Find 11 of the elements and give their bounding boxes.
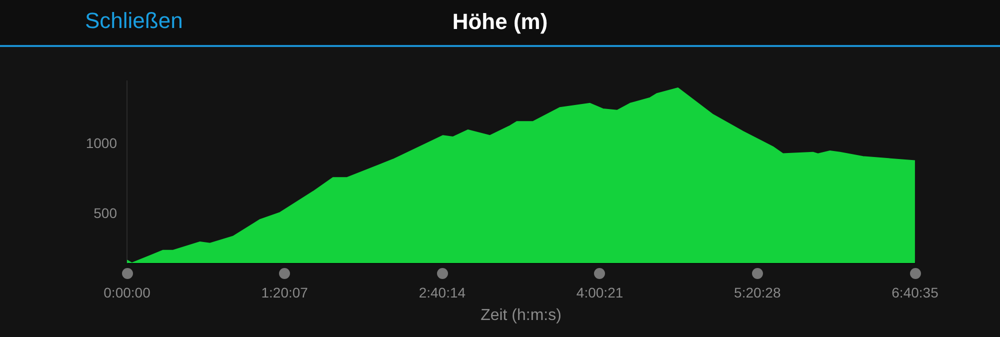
chart-title: Höhe (m) xyxy=(452,9,548,34)
x-tick-label: 2:40:14 xyxy=(418,284,466,300)
x-tick-label: 6:40:35 xyxy=(892,284,939,300)
x-tick-label: 5:20:28 xyxy=(734,284,781,300)
y-tick-label: 1000 xyxy=(86,134,118,151)
text: Schließen xyxy=(85,8,183,34)
x-tick-label: 4:00:21 xyxy=(576,284,624,300)
x-tick-label: 0:00:00 xyxy=(104,284,151,300)
y-tick-label: 500 xyxy=(94,204,118,221)
x-tick-label: 1:20:07 xyxy=(261,284,308,300)
x-axis-title: Zeit (h:m:s) xyxy=(480,306,562,324)
